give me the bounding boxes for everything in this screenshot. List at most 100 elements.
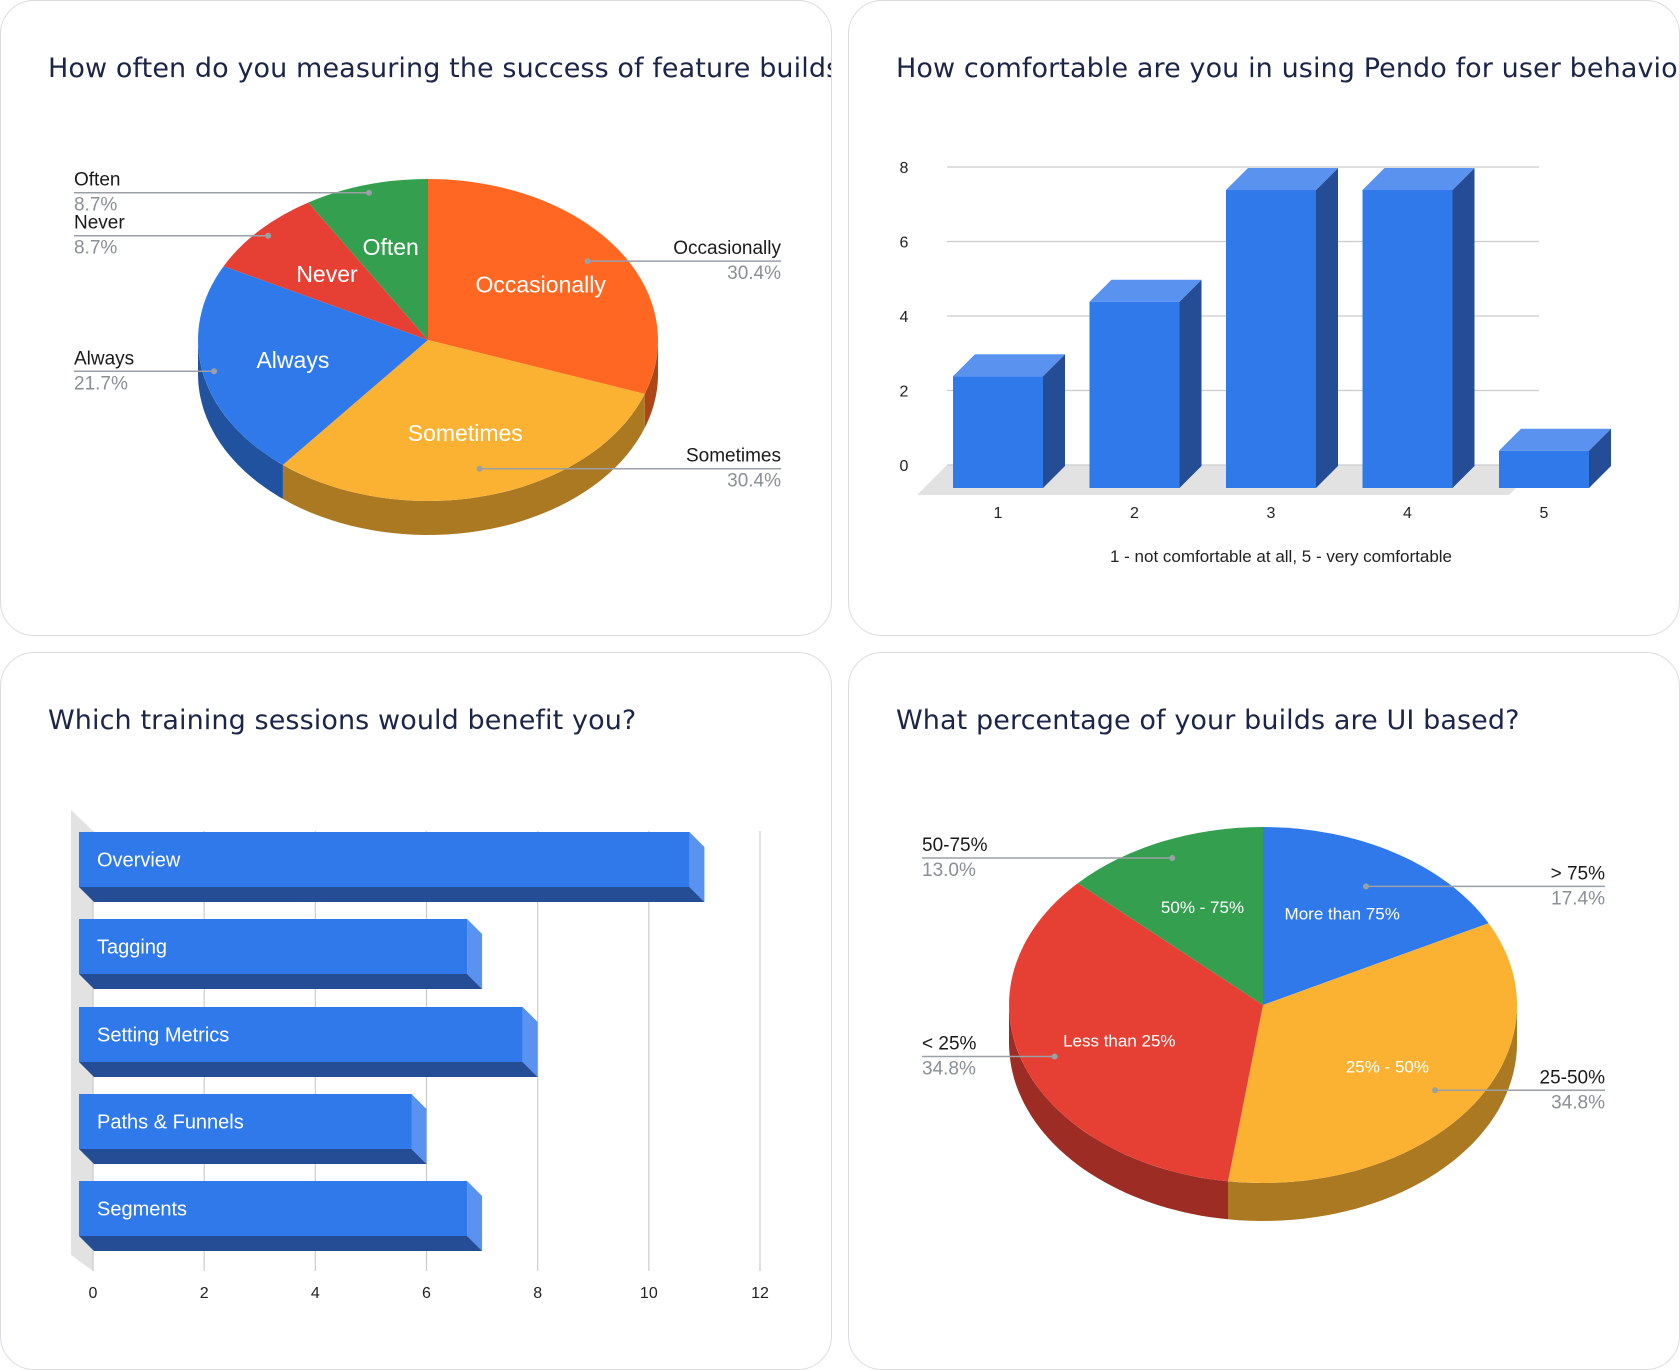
bar-bottom xyxy=(79,1062,538,1077)
callout-label: Often xyxy=(74,170,120,191)
pie-slice-25-50 xyxy=(1228,923,1518,1183)
bar-front xyxy=(1226,190,1316,488)
pie-slice-side-occasionally xyxy=(644,340,658,428)
y-tick-label: 4 xyxy=(900,309,909,326)
bar-label: Segments xyxy=(97,1199,187,1221)
bar-top xyxy=(1089,279,1202,302)
bar-label: Overview xyxy=(97,850,181,872)
bar-front xyxy=(1499,450,1589,488)
x-tick-label: 6 xyxy=(422,1285,431,1302)
bar-setting-metrics xyxy=(79,1007,538,1077)
bar-end xyxy=(467,919,483,989)
slice-label: Often xyxy=(363,234,419,260)
pie-slice-never xyxy=(223,202,428,340)
bar-front xyxy=(79,1181,468,1236)
bar-top xyxy=(1499,428,1611,451)
bar-end xyxy=(411,1094,427,1164)
pie-slice-side-sometimes xyxy=(282,393,645,535)
bar-end xyxy=(689,832,705,902)
bar-paths-funnels xyxy=(79,1094,427,1164)
callout: Always 21.7% xyxy=(74,348,218,394)
pie-chart-card-frequency: How often do you measuring the success o… xyxy=(0,0,832,636)
slice-label: Never xyxy=(296,261,358,287)
callout-dot xyxy=(1051,1053,1058,1060)
slice-label: Occasionally xyxy=(476,271,607,297)
bar-3 xyxy=(1226,168,1338,488)
bar-front xyxy=(79,919,468,974)
bar-front xyxy=(79,1094,412,1149)
bar-side xyxy=(1589,428,1611,488)
slice-label: Less than 25% xyxy=(1063,1032,1175,1051)
callout: Occasionally 30.4% xyxy=(584,238,781,284)
bar-label: Tagging xyxy=(97,937,167,959)
callout-label: Sometimes xyxy=(686,446,781,467)
bar-top xyxy=(1226,168,1338,190)
chart-title: How comfortable are you in using Pendo f… xyxy=(896,53,1680,84)
callout-dot xyxy=(265,232,272,239)
callout-percent: 13.0% xyxy=(922,860,976,881)
bar-chart-card-training: Which training sessions would benefit yo… xyxy=(0,652,832,1370)
bar-chart-card-comfort: How comfortable are you in using Pendo f… xyxy=(848,0,1680,636)
pie-slice-50-75 xyxy=(1077,827,1263,1005)
x-tick-label: 3 xyxy=(1267,505,1276,522)
pie-slice-sometimes xyxy=(282,340,645,501)
pie-slice-side-less-than-25 xyxy=(1009,1005,1228,1220)
x-tick-label: 2 xyxy=(200,1285,209,1302)
chart-title: What percentage of your builds are UI ba… xyxy=(896,705,1520,736)
bar-bottom xyxy=(79,1149,427,1164)
pie-slice-side-always xyxy=(198,340,283,499)
callout-label: Never xyxy=(74,213,125,234)
x-tick-label: 0 xyxy=(89,1285,98,1302)
pie-slice-side-25-50 xyxy=(1228,1005,1517,1221)
x-tick-label: 2 xyxy=(1130,505,1139,522)
bar-front xyxy=(1362,190,1453,488)
chart-title: How often do you measuring the success o… xyxy=(48,53,832,84)
bar-overview xyxy=(79,832,705,902)
y-tick-label: 8 xyxy=(900,160,909,177)
pie-slice-less-than-25 xyxy=(1009,883,1263,1182)
bar-top xyxy=(1362,168,1475,190)
callout-percent: 30.4% xyxy=(727,263,781,284)
callout-percent: 34.8% xyxy=(1551,1092,1605,1113)
x-tick-label: 12 xyxy=(751,1285,769,1302)
bar-side xyxy=(1316,168,1338,488)
callout: 50-75% 13.0% xyxy=(922,835,1176,881)
callout-percent: 8.7% xyxy=(74,238,117,259)
y-tick-label: 2 xyxy=(900,384,909,401)
bar-front xyxy=(79,832,690,887)
callout-dot xyxy=(584,258,591,265)
x-axis-title: 1 - not comfortable at all, 5 - very com… xyxy=(1110,547,1452,566)
bar-5 xyxy=(1499,428,1611,488)
x-tick-label: 4 xyxy=(311,1285,320,1302)
callout: Sometimes 30.4% xyxy=(476,446,781,492)
chart-title: Which training sessions would benefit yo… xyxy=(48,705,637,736)
callout-label: < 25% xyxy=(922,1034,977,1055)
callout: Often 8.7% xyxy=(74,170,372,216)
pie-slice-often xyxy=(308,179,428,340)
callout: 25-50% 34.8% xyxy=(1432,1067,1605,1113)
callout-label: > 75% xyxy=(1551,863,1606,884)
callout-label: 50-75% xyxy=(922,835,988,856)
pie-group xyxy=(198,179,658,535)
bar-side xyxy=(1179,279,1202,488)
bar-chart-training: 0 2 4 6 8 10 12 Overview Tagging Setting Metrics P… xyxy=(71,810,769,1302)
x-tick-label: 4 xyxy=(1403,505,1412,522)
x-tick-label: 8 xyxy=(533,1285,542,1302)
bar-2 xyxy=(1089,279,1202,488)
callout: Never 8.7% xyxy=(74,213,272,259)
bar-label: Setting Metrics xyxy=(97,1025,229,1047)
callout-dot xyxy=(1432,1087,1439,1094)
bar-bottom xyxy=(79,974,483,989)
bar-top xyxy=(953,354,1065,377)
slice-label: 25% - 50% xyxy=(1346,1058,1429,1077)
callout-percent: 17.4% xyxy=(1551,888,1605,909)
pie-chart-ui-builds: More than 75% 25% - 50% Less than 25% 50% -… xyxy=(922,827,1606,1221)
x-tick-label: 10 xyxy=(640,1285,658,1302)
callout-dot xyxy=(211,368,218,375)
x-tick-label: 5 xyxy=(1540,505,1549,522)
callout-percent: 34.8% xyxy=(922,1059,976,1080)
callout-dot xyxy=(1363,883,1369,890)
bar-segments xyxy=(79,1181,483,1251)
callout-percent: 8.7% xyxy=(74,195,117,216)
